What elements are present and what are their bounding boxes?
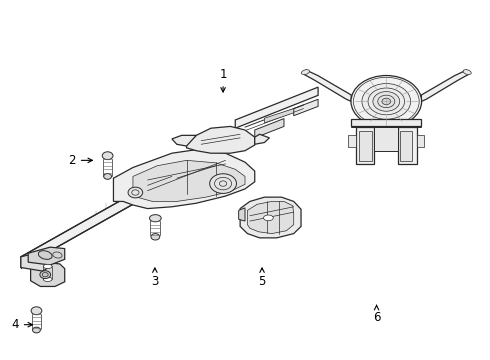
Bar (400, 131, 412, 161)
Ellipse shape (102, 152, 113, 159)
Text: 6: 6 (373, 305, 380, 324)
Ellipse shape (128, 187, 143, 198)
Polygon shape (356, 127, 374, 164)
Polygon shape (421, 70, 468, 102)
Polygon shape (21, 185, 147, 267)
Polygon shape (294, 99, 318, 116)
Polygon shape (255, 118, 284, 138)
Ellipse shape (362, 84, 411, 119)
Polygon shape (240, 197, 301, 238)
Ellipse shape (151, 234, 160, 240)
Polygon shape (255, 134, 270, 144)
Polygon shape (187, 126, 255, 153)
Text: 3: 3 (151, 268, 159, 288)
Polygon shape (172, 135, 196, 146)
Bar (360, 131, 372, 161)
Text: 5: 5 (258, 268, 266, 288)
Polygon shape (304, 70, 351, 102)
Ellipse shape (373, 91, 400, 111)
Ellipse shape (463, 70, 471, 75)
Text: 1: 1 (220, 68, 227, 92)
Ellipse shape (32, 327, 40, 333)
Text: 2: 2 (68, 154, 93, 167)
Text: 4: 4 (11, 318, 32, 331)
Ellipse shape (210, 174, 237, 193)
Ellipse shape (301, 70, 310, 75)
Polygon shape (114, 150, 255, 208)
Polygon shape (398, 127, 416, 164)
Polygon shape (416, 135, 424, 147)
Polygon shape (21, 251, 50, 271)
Polygon shape (374, 127, 398, 152)
Polygon shape (247, 202, 294, 234)
Polygon shape (239, 208, 245, 221)
Ellipse shape (351, 76, 421, 127)
Polygon shape (235, 87, 318, 128)
Ellipse shape (31, 307, 42, 315)
Ellipse shape (40, 271, 50, 279)
Ellipse shape (43, 264, 52, 269)
Polygon shape (30, 263, 65, 287)
Polygon shape (133, 160, 245, 202)
Ellipse shape (149, 215, 161, 222)
Ellipse shape (104, 174, 112, 179)
Polygon shape (265, 109, 294, 123)
Ellipse shape (43, 277, 52, 282)
Ellipse shape (264, 215, 273, 221)
Polygon shape (133, 167, 167, 196)
Ellipse shape (38, 251, 52, 259)
Polygon shape (348, 135, 356, 147)
Polygon shape (351, 118, 421, 126)
Ellipse shape (382, 98, 391, 105)
Polygon shape (28, 247, 65, 265)
